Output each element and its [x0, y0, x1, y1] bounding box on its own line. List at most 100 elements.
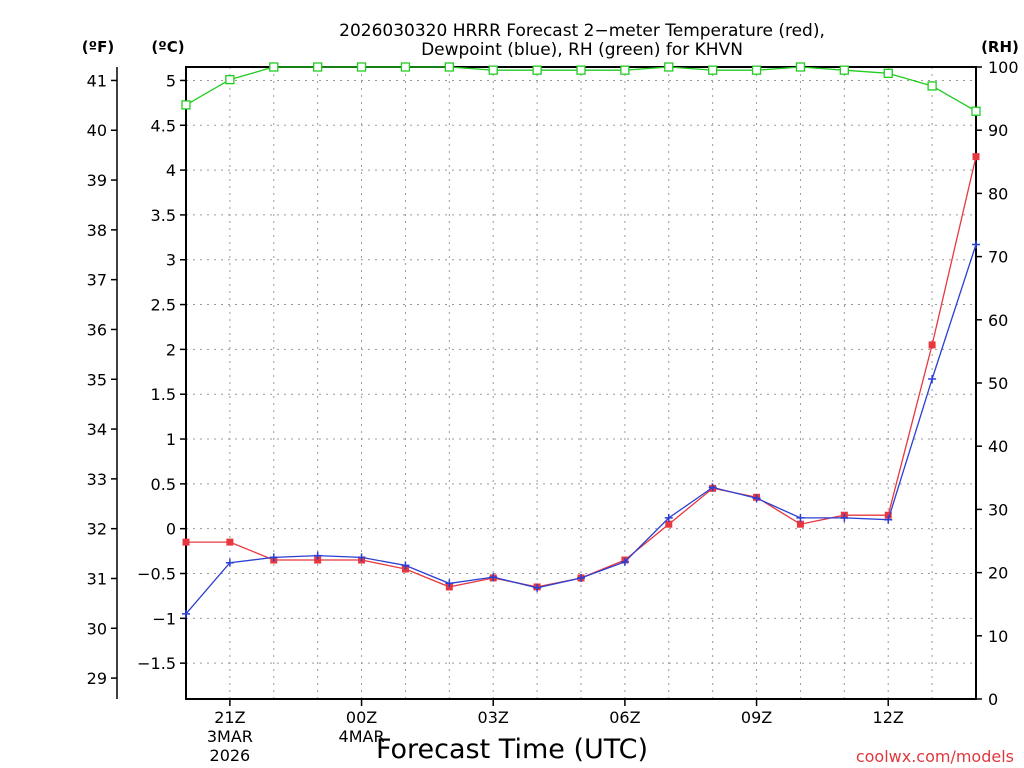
- dewpoint-point: [269, 553, 278, 562]
- celsius-tick-label: 5: [166, 71, 176, 90]
- series-layer: [181, 62, 981, 618]
- x-tick-label: 21Z: [214, 708, 245, 727]
- fahrenheit-tick-label: 30: [87, 619, 107, 638]
- celsius-tick-label: 1: [166, 430, 176, 449]
- rh-point: [488, 65, 498, 75]
- temperature-point: [884, 511, 892, 519]
- rh-tick-label: 80: [988, 184, 1008, 203]
- chart-title-line-2: Dewpoint (blue), RH (green) for KHVN: [421, 40, 743, 60]
- rh-tick-label: 50: [988, 374, 1008, 393]
- x-tick-label: 4MAR: [339, 727, 385, 746]
- rh-tick-label: 20: [988, 564, 1008, 583]
- dewpoint-point: [357, 553, 366, 562]
- rh-tick-label: 90: [988, 121, 1008, 140]
- dewpoint-point: [884, 515, 893, 524]
- axis-ticks: −1.5 −1 −0.5 0 0.5 1 1.5 2 2.5 3 3.5 4 4.5 5 29 30 31 32 3…: [87, 58, 1019, 765]
- rh-tick-label: 60: [988, 311, 1008, 330]
- rh-point: [444, 62, 454, 72]
- fahrenheit-axis-title: (ºF): [82, 38, 114, 56]
- rh-point: [839, 65, 849, 75]
- temperature-point: [928, 341, 936, 349]
- dewpoint-point: [928, 374, 937, 383]
- dewpoint-point: [620, 557, 629, 566]
- rh-tick-label: 70: [988, 248, 1008, 267]
- fahrenheit-tick-label: 32: [87, 520, 107, 539]
- rh-point: [181, 100, 191, 110]
- dewpoint-point: [577, 573, 585, 582]
- dewpoint-point: [225, 558, 234, 567]
- dewpoint-point: [401, 561, 410, 570]
- series-temperature: [182, 153, 980, 591]
- x-tick-label: 09Z: [741, 708, 772, 727]
- dewpoint-point: [708, 483, 717, 492]
- rh-tick-label: 0: [988, 690, 998, 709]
- temperature-point: [665, 520, 673, 528]
- temperature-point: [226, 538, 234, 546]
- rh-point: [708, 65, 718, 75]
- rh-point: [532, 65, 542, 75]
- temperature-point: [972, 153, 980, 161]
- series-rh: [181, 62, 981, 116]
- celsius-tick-label: 4.5: [151, 116, 176, 135]
- grid-lines: [185, 67, 977, 699]
- rh-point: [620, 65, 630, 75]
- fahrenheit-tick-label: 36: [87, 320, 107, 339]
- fahrenheit-tick-label: 33: [87, 470, 107, 489]
- x-tick-label: 00Z: [346, 708, 377, 727]
- rh-point: [269, 62, 279, 72]
- x-tick-label: 2026: [210, 746, 251, 765]
- fahrenheit-tick-label: 39: [87, 171, 107, 190]
- chart-title-line-1: 2026030320 HRRR Forecast 2−meter Tempera…: [339, 21, 825, 41]
- x-tick-label: 3MAR: [207, 727, 253, 746]
- rh-tick-label: 30: [988, 500, 1008, 519]
- dewpoint-point: [489, 573, 498, 582]
- fahrenheit-tick-label: 38: [87, 221, 107, 240]
- fahrenheit-tick-label: 34: [87, 420, 107, 439]
- rh-point: [971, 106, 981, 116]
- celsius-tick-label: −1: [152, 609, 176, 628]
- dewpoint-point: [182, 609, 190, 618]
- fahrenheit-tick-label: 35: [87, 370, 107, 389]
- celsius-axis-title: (ºC): [151, 38, 184, 56]
- fahrenheit-tick-label: 41: [87, 71, 107, 90]
- celsius-tick-label: 4: [166, 161, 176, 180]
- rh-point: [400, 62, 411, 72]
- rh-point: [883, 68, 893, 78]
- temperature-point: [182, 538, 190, 546]
- rh-point: [225, 74, 235, 85]
- rh-tick-label: 10: [988, 627, 1008, 646]
- temperature-point: [796, 520, 804, 528]
- celsius-tick-label: −0.5: [137, 564, 176, 583]
- celsius-tick-label: 2: [166, 340, 176, 359]
- celsius-tick-label: 2.5: [151, 296, 176, 315]
- dewpoint-point: [664, 513, 673, 522]
- celsius-tick-label: 0.5: [151, 475, 176, 494]
- rh-tick-label: 100: [988, 58, 1019, 77]
- rh-point: [927, 81, 937, 91]
- rh-axis-title: (RH): [981, 38, 1019, 56]
- dewpoint-point: [840, 513, 849, 522]
- dewpoint-point: [796, 513, 805, 522]
- dewpoint-point: [752, 494, 761, 503]
- dewpoint-point: [313, 551, 322, 560]
- celsius-tick-label: 3.5: [151, 206, 176, 225]
- dewpoint-point: [533, 583, 542, 592]
- celsius-tick-label: 1.5: [151, 385, 176, 404]
- fahrenheit-tick-label: 29: [87, 669, 107, 688]
- dewpoint-point: [445, 579, 454, 588]
- rh-point: [313, 62, 323, 72]
- series-dewpoint: [182, 240, 980, 618]
- dewpoint-point: [972, 240, 980, 249]
- fahrenheit-tick-label: 40: [87, 121, 107, 140]
- rh-point: [356, 62, 367, 72]
- fahrenheit-tick-label: 31: [87, 569, 107, 588]
- rh-point: [576, 65, 586, 75]
- x-axis-label: Forecast Time (UTC): [376, 734, 648, 765]
- celsius-tick-label: 0: [166, 520, 176, 539]
- celsius-tick-label: −1.5: [137, 654, 176, 673]
- x-tick-label: 03Z: [478, 708, 509, 727]
- rh-point: [751, 65, 762, 75]
- celsius-tick-label: 3: [166, 251, 176, 270]
- x-tick-label: 12Z: [873, 708, 904, 727]
